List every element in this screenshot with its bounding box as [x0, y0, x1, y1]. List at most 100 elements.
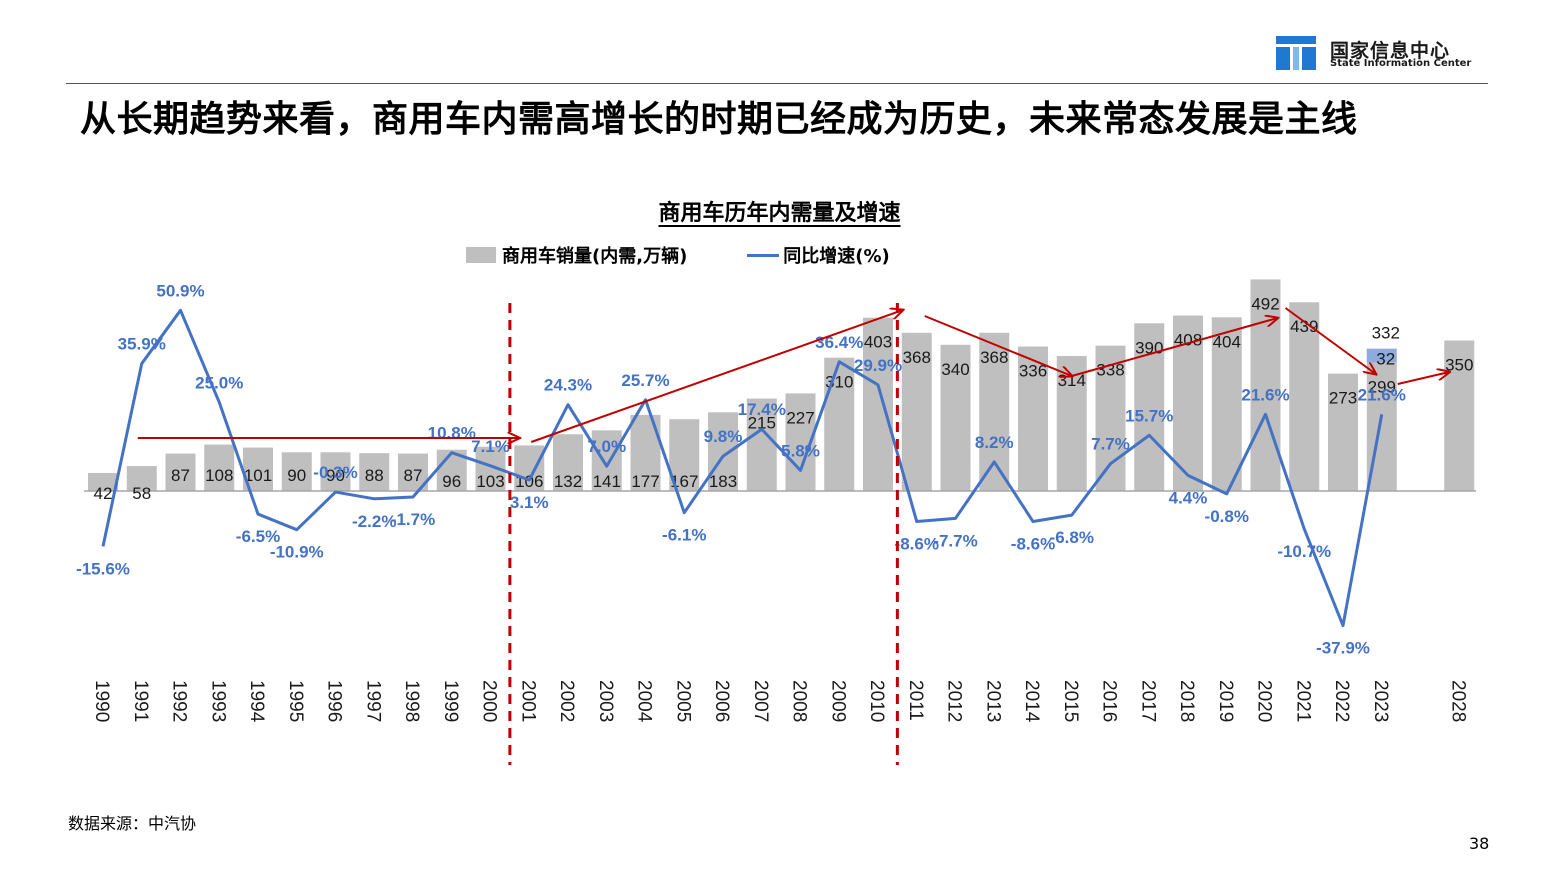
legend-line-swatch — [747, 253, 780, 257]
bar-label-2023-increment: 32 — [1376, 350, 1395, 369]
year-label-2008: 2008 — [789, 680, 810, 722]
bar-label-2014: 336 — [1019, 362, 1047, 381]
page-headline: 从长期趋势来看，商用车内需高增长的时期已经成为历史，未来常态发展是主线 — [80, 99, 1358, 140]
growth-line — [101, 308, 1384, 628]
bar-2001 — [514, 445, 545, 491]
bar-label-1994: 101 — [244, 466, 272, 485]
growth-label-2007: 17.4% — [738, 400, 786, 419]
year-label-1990: 1990 — [91, 680, 112, 722]
bar-1996 — [320, 452, 351, 491]
bar-label-1991: 58 — [132, 484, 151, 503]
bar-2019 — [1211, 317, 1242, 491]
bar-label-2022: 273 — [1329, 389, 1357, 408]
trend-arrow-5 — [1284, 307, 1376, 374]
year-label-2023: 2023 — [1370, 680, 1391, 722]
bar-2014 — [1018, 346, 1048, 491]
bar-2012 — [940, 344, 971, 491]
bar-2009 — [824, 357, 855, 491]
year-label-2002: 2002 — [556, 680, 577, 722]
growth-label-2000: 7.1% — [471, 437, 510, 456]
chart-legend: 商用车销量(内需,万辆) 同比增速(%) — [466, 242, 890, 268]
growth-label-1990: -15.6% — [76, 559, 130, 578]
growth-label-2021: -10.7% — [1277, 542, 1331, 561]
year-label-2004: 2004 — [634, 680, 655, 723]
bar-label-2000: 103 — [476, 472, 504, 491]
legend-bar-swatch — [466, 247, 496, 263]
growth-label-1999: 10.8% — [428, 424, 476, 443]
bar-2028 — [1444, 340, 1475, 491]
chart-title-text: 商用车历年内需量及增速 — [658, 201, 901, 226]
bar-1995 — [281, 452, 312, 491]
year-label-2007: 2007 — [750, 680, 771, 722]
bar-label-2004: 177 — [631, 472, 659, 491]
growth-label-1995: -10.9% — [270, 543, 324, 562]
legend-bar-label: 商用车销量(内需,万辆) — [502, 246, 688, 267]
bar-label-2023: 299 — [1368, 377, 1396, 396]
bar-2010 — [863, 317, 893, 491]
growth-label-2012: -7.7% — [933, 531, 977, 550]
growth-label-2015: -6.8% — [1050, 528, 1094, 547]
bar-1990 — [88, 472, 118, 491]
growth-label-2017: 15.7% — [1125, 406, 1173, 425]
growth-label-1992: 50.9% — [156, 281, 204, 300]
growth-label-2016: 7.7% — [1091, 435, 1130, 454]
growth-label-2006: 9.8% — [704, 427, 743, 446]
bar-label-1995: 90 — [287, 466, 306, 485]
growth-label-1996: -0.3% — [313, 463, 357, 482]
year-label-2000: 2000 — [479, 680, 500, 722]
year-label-2012: 2012 — [944, 680, 965, 722]
growth-label-1997: -2.2% — [352, 512, 396, 531]
year-label-2014: 2014 — [1021, 680, 1042, 723]
growth-label-2010: 29.9% — [854, 356, 902, 375]
growth-label-2020: 21.6% — [1241, 385, 1289, 404]
bar-label-1993: 108 — [205, 466, 233, 485]
year-label-2015: 2015 — [1060, 680, 1081, 722]
year-label-2017: 2017 — [1137, 680, 1158, 722]
year-label-2021: 2021 — [1292, 680, 1313, 722]
bar-1992 — [165, 453, 196, 491]
year-label-1993: 1993 — [207, 680, 228, 722]
bar-label-2028: 350 — [1445, 356, 1473, 375]
bar-label-2011: 368 — [903, 348, 931, 367]
page-number: 38 — [1469, 834, 1490, 853]
bar-1991 — [126, 466, 157, 491]
growth-label-2013: 8.2% — [975, 433, 1014, 452]
bar-label-1999: 96 — [442, 472, 461, 491]
logo-cn-text: 国家信息中心 — [1330, 40, 1451, 62]
bar-2011 — [901, 332, 932, 491]
bar-1997 — [359, 453, 390, 491]
year-label-2009: 2009 — [827, 680, 848, 722]
year-label-2001: 2001 — [517, 680, 538, 722]
bar-label-2021: 439 — [1290, 317, 1318, 336]
logo-en-text: State Information Center — [1330, 58, 1472, 69]
growth-label-1998: -1.7% — [391, 510, 435, 529]
year-label-2018: 2018 — [1176, 680, 1197, 722]
growth-label-1994: -6.5% — [236, 527, 280, 546]
trend-arrow-2 — [530, 310, 903, 443]
bar-label-2008: 227 — [786, 408, 814, 427]
growth-label-2019: -0.8% — [1205, 507, 1249, 526]
year-label-1997: 1997 — [362, 680, 383, 722]
growth-label-2001: 3.1% — [510, 493, 549, 512]
growth-label-2004: 25.7% — [621, 371, 669, 390]
year-label-1995: 1995 — [285, 680, 306, 722]
logo: 国家信息中心 State Information Center — [1276, 36, 1506, 74]
bar-label-2019: 404 — [1213, 332, 1241, 351]
growth-label-2022: -37.9% — [1316, 639, 1370, 658]
legend-line-label: 同比增速(%) — [783, 246, 890, 267]
bar-2016 — [1095, 345, 1126, 491]
bar-label-1992: 87 — [171, 466, 190, 485]
year-label-1992: 1992 — [169, 680, 190, 722]
bar-2006 — [708, 412, 738, 491]
growth-label-2014: -8.6% — [1011, 535, 1055, 554]
bar-label-2016: 338 — [1096, 361, 1124, 380]
bar-2015 — [1056, 355, 1087, 491]
growth-label-2008: 5.8% — [781, 441, 820, 460]
bar-2021 — [1289, 302, 1320, 491]
state-information-center-logo-icon — [1276, 36, 1316, 70]
bar-label-1998: 87 — [404, 466, 423, 485]
year-label-2022: 2022 — [1331, 680, 1352, 722]
year-label-2006: 2006 — [711, 680, 732, 722]
year-label-2003: 2003 — [595, 680, 616, 722]
